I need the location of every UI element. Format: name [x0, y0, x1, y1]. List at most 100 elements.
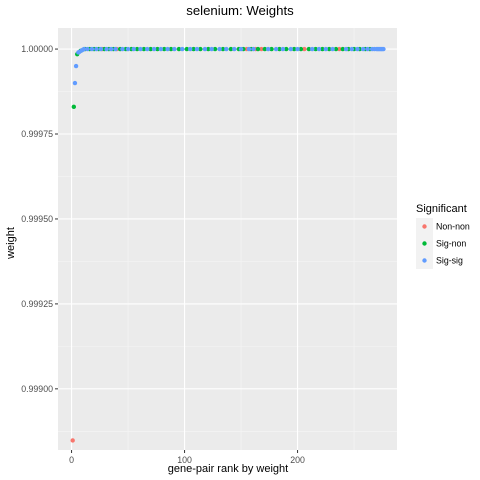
data-point	[70, 438, 75, 443]
data-point	[273, 46, 279, 52]
data-point	[269, 46, 274, 52]
data-point	[141, 46, 147, 52]
data-point	[284, 46, 289, 52]
y-axis: 0.99900 0.99925 0.99950 0.99975 1.00000	[21, 44, 58, 394]
data-point	[212, 46, 218, 52]
data-point	[360, 46, 366, 52]
data-point	[125, 46, 131, 52]
data-point	[104, 46, 109, 52]
data-point	[381, 46, 386, 52]
y-tick-label: 1.00000	[21, 44, 53, 54]
y-tick-label: 0.99975	[21, 129, 53, 139]
y-tick-label: 0.99900	[21, 384, 53, 394]
data-point	[184, 46, 190, 52]
data-point	[191, 46, 196, 52]
data-point	[259, 46, 264, 52]
data-point	[155, 46, 160, 52]
data-point	[295, 46, 300, 52]
data-point	[158, 46, 164, 52]
data-point	[162, 46, 167, 52]
data-point	[224, 46, 229, 52]
data-point	[330, 46, 335, 52]
data-point	[228, 46, 234, 52]
y-axis-label: weight	[5, 227, 17, 260]
data-point	[343, 46, 349, 52]
plot-panel	[58, 28, 397, 450]
data-point	[306, 46, 312, 52]
data-point	[168, 46, 174, 52]
data-point	[71, 104, 77, 110]
x-axis-label: gene-pair rank by weight	[168, 463, 288, 475]
data-point	[251, 46, 256, 52]
legend-title: Significant	[416, 203, 467, 215]
data-point	[333, 46, 339, 52]
data-point	[72, 80, 78, 86]
x-tick-label: 200	[290, 455, 305, 465]
data-point	[291, 46, 297, 52]
data-point	[145, 46, 150, 52]
data-point	[280, 46, 286, 52]
data-point	[206, 46, 211, 52]
data-point	[323, 46, 329, 52]
data-point	[316, 46, 322, 52]
data-point	[340, 46, 345, 52]
data-point	[220, 46, 226, 52]
data-point	[94, 46, 99, 52]
data-point	[148, 46, 153, 52]
data-point	[165, 46, 170, 52]
data-point	[81, 46, 87, 52]
data-point	[320, 46, 325, 52]
legend-label: Sig-non	[436, 239, 466, 249]
data-point	[217, 46, 222, 52]
data-point	[238, 46, 244, 52]
data-point	[327, 46, 332, 52]
data-point	[73, 63, 79, 69]
data-point	[108, 46, 114, 52]
legend-label: Non-non	[436, 222, 470, 232]
legend-label: Sig-sig	[436, 256, 463, 266]
data-point	[337, 46, 342, 52]
y-tick-label: 0.99950	[21, 214, 53, 224]
data-point	[85, 46, 90, 52]
data-point	[151, 46, 157, 52]
data-point	[188, 46, 193, 52]
legend-swatch	[422, 241, 427, 246]
data-point	[131, 46, 136, 52]
data-point	[194, 46, 200, 52]
data-point	[246, 46, 252, 52]
x-tick-label: 100	[177, 455, 192, 465]
data-point	[302, 46, 307, 52]
data-point	[255, 46, 261, 52]
data-point	[262, 46, 267, 52]
data-point	[365, 46, 370, 52]
data-point	[310, 46, 315, 52]
data-point	[89, 46, 95, 52]
data-point	[277, 46, 282, 52]
data-point	[172, 46, 177, 52]
data-point	[138, 46, 143, 52]
data-point	[232, 46, 237, 52]
legend: Significant Non-non Sig-non Sig-sig	[416, 203, 470, 269]
legend-swatch	[422, 224, 427, 229]
data-point	[180, 46, 185, 52]
data-point	[134, 46, 140, 52]
legend-swatch	[422, 258, 427, 263]
data-point	[113, 46, 118, 52]
data-point	[313, 46, 318, 52]
data-point	[198, 46, 203, 52]
minor-gridlines	[58, 28, 397, 450]
data-point	[176, 46, 182, 52]
data-point	[349, 46, 354, 52]
data-point	[355, 46, 360, 52]
data-point	[120, 46, 125, 52]
chart-title: selenium: Weights	[186, 3, 294, 18]
x-axis: 0 100 200	[69, 450, 305, 465]
data-point	[209, 46, 214, 52]
data-point	[265, 46, 271, 52]
y-tick-label: 0.99925	[21, 299, 53, 309]
data-point	[98, 46, 104, 52]
data-point	[288, 46, 293, 52]
data-points	[70, 46, 386, 443]
x-tick-label: 0	[69, 455, 74, 465]
